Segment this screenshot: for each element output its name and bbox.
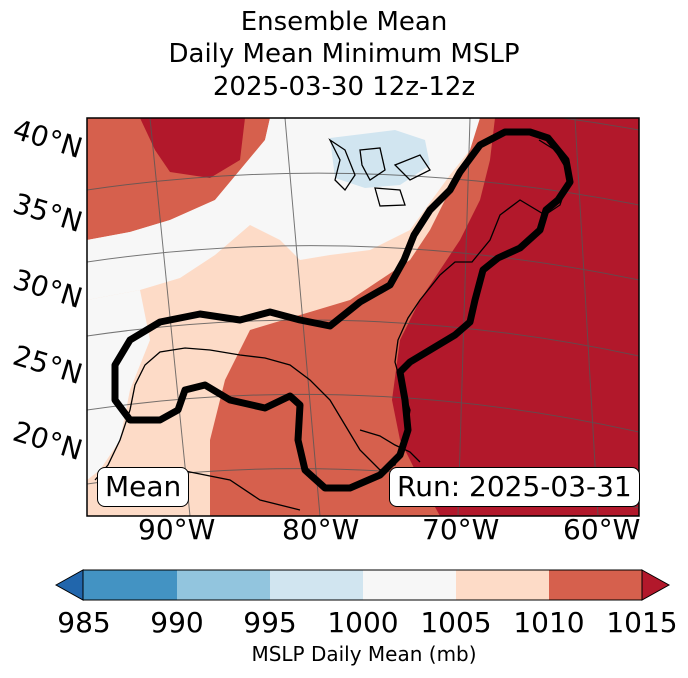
colorbar-bin-990-995 [177,570,270,600]
colorbar-bin-995-1000 [270,570,363,600]
colorbar-bin-1005-1010 [456,570,549,600]
title-line-3: 2025-03-30 12z-12z [212,72,476,102]
colorbar-tick-990: 990 [150,606,204,639]
mean-label-box: Mean [97,467,190,507]
colorbar [54,569,671,601]
gridline-70w [457,118,471,516]
lon-label-90w: 90°W [138,513,216,546]
colorbar-extend-low [54,569,84,601]
colorbar-frame [82,569,643,601]
gridline-30n [87,245,639,281]
great-lakes-outline [328,138,431,207]
colorbar-bin-1010-1015 [549,570,642,600]
lon-label-60w: 60°W [563,513,641,546]
colorbar-tick-985: 985 [57,606,111,639]
colorbar-extend-high [641,569,671,601]
field-1015-northwest [140,118,245,178]
lon-label-70w: 70°W [422,513,500,546]
colorbar-tick-1005: 1005 [420,606,492,639]
lon-label-80w: 80°W [282,513,360,546]
colorbar-tick-1010: 1010 [513,606,585,639]
colorbar-bin-985-990 [83,570,177,600]
run-label-box: Run: 2025-03-31 [389,467,640,507]
colorbar-bin-1000-1005 [363,570,456,600]
title-line-1: Ensemble Mean [240,7,448,37]
mslp-field [87,118,639,516]
colorbar-tick-1000: 1000 [327,606,399,639]
colorbar-tick-995: 995 [243,606,297,639]
field-1015-atlantic [392,118,639,516]
coastline-yucatan [179,469,301,511]
gridline-25n [87,319,639,357]
gridline-20n [87,393,639,433]
colorbar-label: MSLP Daily Mean (mb) [251,642,477,666]
mslp-threshold-contour [111,128,574,492]
map-frame [86,117,640,517]
title-line-2: Daily Mean Minimum MSLP [168,39,520,69]
colorbar-tick-1015: 1015 [606,606,678,639]
gridline-60w [574,118,599,516]
